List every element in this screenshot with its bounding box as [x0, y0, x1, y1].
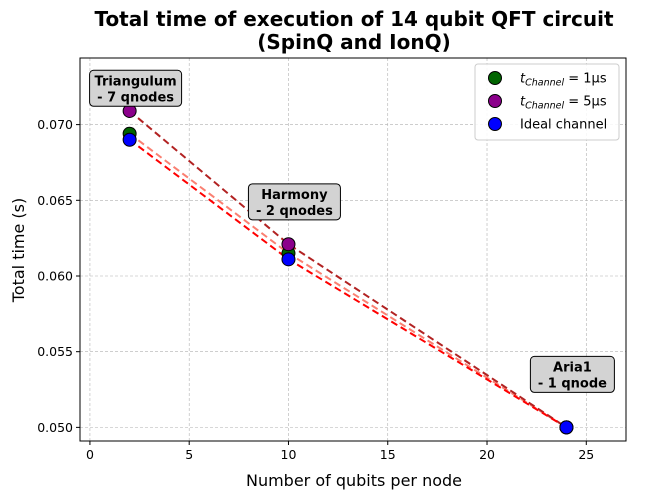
- y-tick-label: 0.050: [37, 420, 73, 435]
- annotation-text: - 7 qnodes: [97, 90, 174, 105]
- x-tick-label: 5: [185, 447, 193, 462]
- annotation-background: [529, 355, 615, 393]
- annotations: Triangulum- 7 qnodes Harmony- 2 qnodes Ari…: [89, 69, 615, 393]
- series-trend-line: [128, 132, 567, 429]
- axis-ticks: 0 5 10 15 20 25 0.050 0.055 0.060 0.065 0.070: [37, 117, 594, 462]
- legend-item: tChannel = 5μs: [488, 94, 607, 112]
- y-tick-label: 0.055: [37, 344, 73, 359]
- legend-item: Ideal channel: [488, 117, 607, 133]
- legend-frame: [474, 63, 620, 141]
- legend-label: tChannel = 1μs: [520, 72, 607, 89]
- legend-marker: [488, 117, 502, 131]
- y-tick-label: 0.060: [37, 268, 73, 283]
- y-tick-label: 0.070: [37, 117, 73, 132]
- annotation-text: Aria1: [553, 360, 592, 375]
- data-point: [559, 420, 574, 435]
- x-tick-label: 20: [479, 447, 495, 462]
- x-axis-label: Number of qubits per node: [246, 471, 462, 490]
- legend-marker: [488, 71, 502, 85]
- chart-title-line-2: (SpinQ and IonQ): [257, 30, 451, 54]
- annotation-background: [89, 69, 183, 107]
- data-point: [281, 237, 296, 252]
- x-tick-label: 15: [380, 447, 396, 462]
- annotation-text: Triangulum: [95, 74, 177, 89]
- annotation-box: Harmony- 2 qnodes: [247, 183, 341, 221]
- annotation-text: Harmony: [261, 188, 328, 203]
- legend: tChannel = 1μs tChannel = 5μs Ideal channe…: [474, 63, 620, 141]
- data-point: [122, 132, 137, 147]
- annotation-text: - 2 qnodes: [256, 204, 333, 219]
- y-axis-label: Total time (s): [9, 198, 28, 304]
- plot-frame: [79, 57, 627, 442]
- x-tick-label: 0: [86, 447, 94, 462]
- chart-title-line-1: Total time of execution of 14 qubit QFT …: [94, 7, 614, 31]
- annotation-background: [247, 183, 341, 221]
- annotation-text: - 1 qnode: [538, 376, 607, 391]
- legend-label: Ideal channel: [520, 118, 607, 133]
- legend-label: tChannel = 5μs: [520, 95, 607, 112]
- x-tick-label: 10: [281, 447, 297, 462]
- legend-item: tChannel = 1μs: [488, 71, 607, 89]
- data-points: [122, 103, 574, 435]
- annotation-box: Triangulum- 7 qnodes: [89, 69, 183, 107]
- x-tick-label: 25: [578, 447, 594, 462]
- y-tick-label: 0.065: [37, 193, 73, 208]
- legend-marker: [488, 94, 502, 108]
- trend-lines: [128, 110, 567, 429]
- series-trend-line: [128, 110, 567, 429]
- data-point: [281, 252, 296, 267]
- annotation-box: Aria1- 1 qnode: [529, 355, 615, 393]
